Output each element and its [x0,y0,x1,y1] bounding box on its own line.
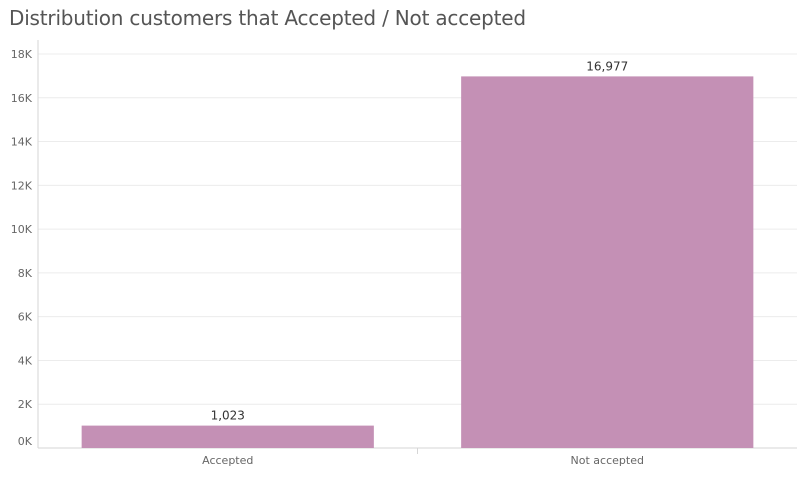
y-tick-label: 16K [11,92,33,105]
y-tick-label: 2K [18,398,33,411]
bars [81,76,754,448]
y-tick-label: 18K [11,48,33,61]
y-tick-label: 12K [11,179,33,192]
y-tick-label: 6K [18,311,33,324]
y-tick-label: 10K [11,223,33,236]
chart-title: Distribution customers that Accepted / N… [9,6,526,30]
data-label: 16,977 [586,59,628,73]
x-tick-label: Not accepted [571,454,644,467]
y-tick-label: 0K [18,435,33,448]
y-tick-label: 4K [18,354,33,367]
x-tick-label: Accepted [202,454,253,467]
y-tick-label: 8K [18,267,33,280]
bar-not-accepted [461,76,754,448]
labels: 0K 2K 4K 6K 8K 10K 12K 14K 16K 18K 1,023 Accepted 16… [11,48,644,467]
y-tick-label: 14K [11,136,33,149]
bar-accepted [81,425,374,448]
data-label: 1,023 [211,409,245,423]
